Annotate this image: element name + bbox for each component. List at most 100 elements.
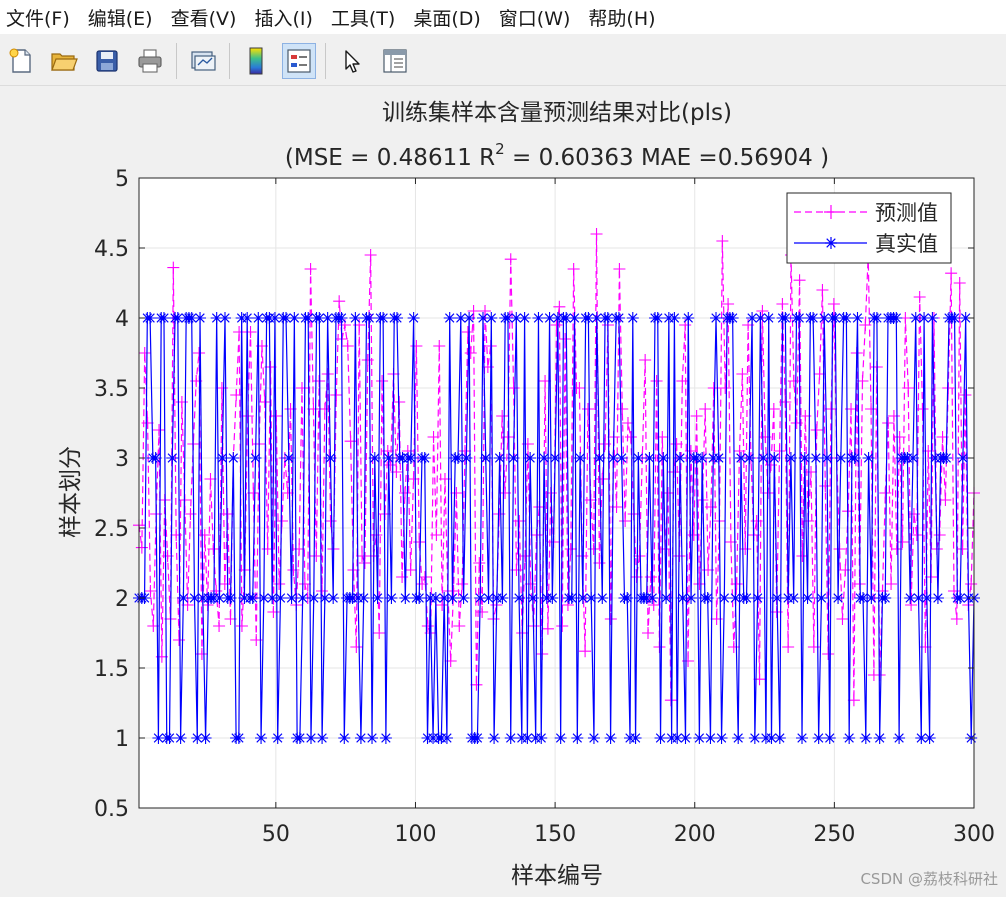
asterisk-marker [293, 732, 306, 744]
legend-label-2: 真实值 [875, 232, 938, 256]
plus-marker [676, 375, 689, 387]
asterisk-marker [848, 452, 861, 464]
asterisk-marker [587, 732, 600, 744]
menu-bar: 文件(F) 编辑(E) 查看(V) 插入(I) 工具(T) 桌面(D) 窗口(W… [0, 0, 1006, 34]
asterisk-marker [368, 452, 381, 464]
legend-button[interactable] [282, 42, 316, 79]
y-tick-label: 1 [115, 727, 129, 752]
asterisk-marker [268, 312, 281, 324]
plus-marker [865, 403, 878, 415]
asterisk-marker [363, 312, 376, 324]
asterisk-marker [460, 452, 473, 464]
property-inspector-button[interactable] [378, 43, 412, 79]
asterisk-marker [568, 312, 581, 324]
y-tick-label: 1.5 [94, 657, 129, 682]
asterisk-marker [718, 592, 731, 604]
plus-marker [233, 326, 246, 338]
asterisk-marker [213, 592, 226, 604]
legend-marker-1 [824, 205, 838, 219]
plus-marker [507, 382, 520, 394]
asterisk-marker [779, 312, 792, 324]
asterisk-marker [920, 592, 933, 604]
asterisk-marker [743, 452, 756, 464]
plus-marker [581, 403, 594, 415]
y-axis-label: 样本划分 [58, 446, 84, 538]
asterisk-marker [191, 732, 204, 744]
asterisk-marker [829, 312, 842, 324]
plus-marker [624, 431, 637, 443]
menu-help[interactable]: 帮助(H) [588, 7, 656, 30]
menu-insert[interactable]: 插入(I) [254, 7, 313, 30]
asterisk-marker [807, 312, 820, 324]
menu-desktop[interactable]: 桌面(D) [413, 7, 481, 30]
save-button[interactable] [90, 43, 124, 79]
plus-marker [476, 606, 489, 618]
plus-marker [444, 655, 457, 667]
x-axis-label: 样本编号 [511, 863, 603, 889]
asterisk-marker [288, 312, 301, 324]
asterisk-marker [773, 732, 786, 744]
plus-marker [827, 298, 840, 310]
link-plot-button[interactable] [186, 43, 220, 79]
plus-marker [773, 445, 786, 457]
plus-marker [213, 620, 226, 632]
plus-marker [650, 375, 663, 387]
menu-edit[interactable]: 编辑(E) [87, 7, 153, 30]
asterisk-marker [754, 312, 767, 324]
asterisk-marker [546, 592, 559, 604]
asterisk-marker [651, 312, 664, 324]
axes-frame [138, 177, 975, 809]
plus-marker [433, 340, 446, 352]
plus-marker [467, 305, 480, 317]
plus-marker [307, 403, 320, 415]
plus-marker [287, 564, 300, 576]
asterisk-marker [859, 732, 872, 744]
open-file-icon [51, 52, 78, 71]
x-tick-label: 150 [534, 822, 576, 847]
menu-window[interactable]: 窗口(W) [498, 7, 571, 30]
x-tick-label: 200 [674, 822, 716, 847]
plus-marker [910, 529, 923, 541]
open-file-button[interactable] [47, 43, 81, 79]
asterisk-marker [224, 592, 237, 604]
colorbar-button[interactable] [239, 43, 273, 79]
toolbar-separator [325, 42, 326, 79]
x-tick-label: 250 [813, 822, 855, 847]
asterisk-marker [571, 732, 584, 744]
asterisk-marker [174, 732, 187, 744]
asterisk-marker [732, 732, 745, 744]
new-figure-button[interactable] [4, 43, 38, 79]
asterisk-marker [255, 732, 268, 744]
asterisk-marker [188, 592, 201, 604]
plus-marker [750, 515, 763, 527]
print-button[interactable] [133, 43, 167, 79]
asterisk-marker [199, 732, 212, 744]
menu-view[interactable]: 查看(V) [170, 7, 237, 30]
plus-marker [541, 622, 554, 635]
plus-marker [793, 274, 806, 287]
asterisk-marker [832, 592, 845, 604]
plus-marker [479, 305, 492, 317]
plus-marker [642, 627, 655, 639]
asterisk-marker [443, 312, 456, 324]
asterisk-marker [904, 592, 917, 604]
menu-tools[interactable]: 工具(T) [330, 7, 396, 30]
asterisk-marker [643, 452, 656, 464]
asterisk-marker [532, 312, 545, 324]
asterisk-marker [646, 592, 659, 604]
asterisk-marker [232, 732, 245, 744]
asterisk-marker [318, 592, 331, 604]
menu-file[interactable]: 文件(F) [6, 7, 70, 30]
asterisk-marker [593, 452, 606, 464]
plus-marker [464, 347, 477, 359]
plus-marker [458, 445, 471, 457]
plus-marker [218, 578, 231, 590]
plus-marker [816, 284, 829, 296]
asterisk-marker [327, 592, 340, 604]
asterisk-marker [851, 312, 864, 324]
pointer-button[interactable] [335, 43, 369, 79]
asterisk-marker [457, 592, 470, 604]
asterisk-marker [654, 732, 667, 744]
plus-marker [639, 354, 652, 366]
